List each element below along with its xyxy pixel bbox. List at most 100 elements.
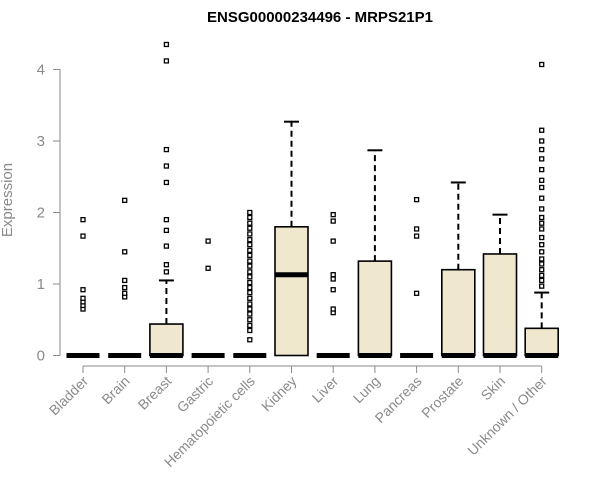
outlier-point bbox=[122, 290, 128, 296]
x-tick-label: Brain bbox=[98, 373, 132, 407]
outlier-point bbox=[163, 163, 170, 169]
outlier-point bbox=[247, 242, 253, 248]
outlier-point bbox=[539, 226, 545, 232]
box-lung bbox=[357, 149, 393, 358]
outlier-point bbox=[539, 177, 545, 183]
outlier-point bbox=[122, 284, 128, 291]
outlier-point bbox=[247, 306, 253, 312]
outlier-point bbox=[330, 272, 336, 278]
outlier-point bbox=[80, 233, 86, 239]
x-tick-label: Lung bbox=[350, 373, 383, 406]
outlier-point bbox=[247, 258, 253, 264]
outlier-point bbox=[539, 277, 545, 284]
outlier-point bbox=[539, 261, 545, 267]
outlier-point bbox=[163, 262, 170, 268]
outlier-point bbox=[247, 327, 253, 334]
outlier-point bbox=[539, 283, 545, 289]
plot-area bbox=[66, 41, 560, 358]
outlier-point bbox=[247, 209, 253, 216]
x-tick-label: Unknown / Other bbox=[464, 373, 550, 459]
outlier-point bbox=[122, 197, 128, 203]
outlier-point bbox=[539, 61, 545, 68]
box-liver bbox=[316, 211, 350, 358]
outlier-point bbox=[247, 295, 253, 301]
outlier-point bbox=[247, 237, 253, 243]
outlier-point bbox=[163, 216, 170, 223]
box-pancreas bbox=[400, 196, 434, 358]
box-prostate bbox=[440, 181, 476, 358]
outlier-point bbox=[539, 242, 545, 248]
outlier-point bbox=[330, 211, 336, 218]
outlier-point bbox=[539, 206, 545, 212]
outlier-point bbox=[539, 234, 545, 241]
outlier-point bbox=[163, 58, 170, 64]
box-brain bbox=[108, 197, 142, 358]
outlier-point bbox=[539, 195, 545, 201]
outlier-point bbox=[247, 220, 253, 226]
outlier-point bbox=[163, 41, 170, 48]
outlier-point bbox=[330, 287, 336, 293]
box-unknown-other bbox=[524, 61, 560, 358]
outlier-point bbox=[163, 227, 170, 234]
outlier-point bbox=[539, 138, 545, 144]
outlier-point bbox=[163, 146, 170, 153]
chart-title: ENSG00000234496 - MRPS21P1 bbox=[207, 9, 433, 26]
outlier-point bbox=[539, 166, 545, 173]
outlier-point bbox=[163, 179, 170, 186]
box-body bbox=[524, 327, 560, 357]
outlier-point bbox=[247, 274, 253, 280]
outlier-point bbox=[80, 216, 86, 223]
outlier-point bbox=[539, 156, 545, 162]
outlier-point bbox=[413, 196, 420, 203]
box-kidney bbox=[274, 120, 309, 357]
outlier-point bbox=[247, 279, 253, 286]
y-axis: 0 1 2 3 4 bbox=[37, 62, 61, 365]
box-breast bbox=[149, 41, 184, 358]
outlier-point bbox=[247, 252, 253, 259]
outlier-point bbox=[247, 322, 253, 329]
outlier-point bbox=[330, 276, 336, 282]
outlier-point bbox=[247, 301, 253, 307]
x-tick-label: Liver bbox=[309, 373, 342, 406]
outlier-point bbox=[539, 272, 545, 279]
box-body bbox=[149, 323, 184, 357]
outlier-point bbox=[330, 306, 336, 312]
outlier-point bbox=[80, 287, 86, 293]
outlier-point bbox=[122, 277, 128, 284]
outlier-point bbox=[247, 247, 253, 254]
box-body bbox=[440, 268, 476, 357]
outlier-point bbox=[539, 214, 545, 221]
box-body bbox=[482, 253, 518, 357]
outlier-point bbox=[539, 256, 545, 262]
x-tick-label: Bladder bbox=[46, 373, 92, 419]
outlier-point bbox=[413, 290, 420, 296]
outlier-point bbox=[539, 267, 545, 273]
y-tick-label: 3 bbox=[37, 133, 45, 150]
outlier-point bbox=[247, 337, 253, 343]
outlier-point bbox=[247, 289, 253, 296]
outlier-point bbox=[247, 214, 253, 221]
x-tick-label: Kidney bbox=[258, 373, 300, 415]
box-bladder bbox=[66, 216, 100, 358]
x-tick-label: Breast bbox=[135, 373, 175, 413]
outlier-point bbox=[80, 295, 86, 301]
outlier-point bbox=[247, 231, 253, 237]
outlier-point bbox=[539, 249, 545, 255]
box-skin bbox=[482, 213, 518, 358]
outlier-point bbox=[539, 127, 545, 133]
outlier-point bbox=[330, 218, 336, 224]
box-body bbox=[274, 226, 309, 357]
outlier-point bbox=[247, 225, 253, 231]
outlier-point bbox=[163, 269, 170, 275]
outlier-point bbox=[539, 220, 545, 226]
outlier-point bbox=[247, 284, 253, 291]
outlier-point bbox=[247, 269, 253, 275]
box-hematopoietic-cells bbox=[233, 209, 267, 358]
outlier-point bbox=[163, 243, 170, 249]
box-gastric bbox=[191, 238, 225, 358]
outlier-point bbox=[539, 184, 545, 191]
outlier-point bbox=[330, 238, 336, 244]
outlier-point bbox=[413, 226, 420, 232]
